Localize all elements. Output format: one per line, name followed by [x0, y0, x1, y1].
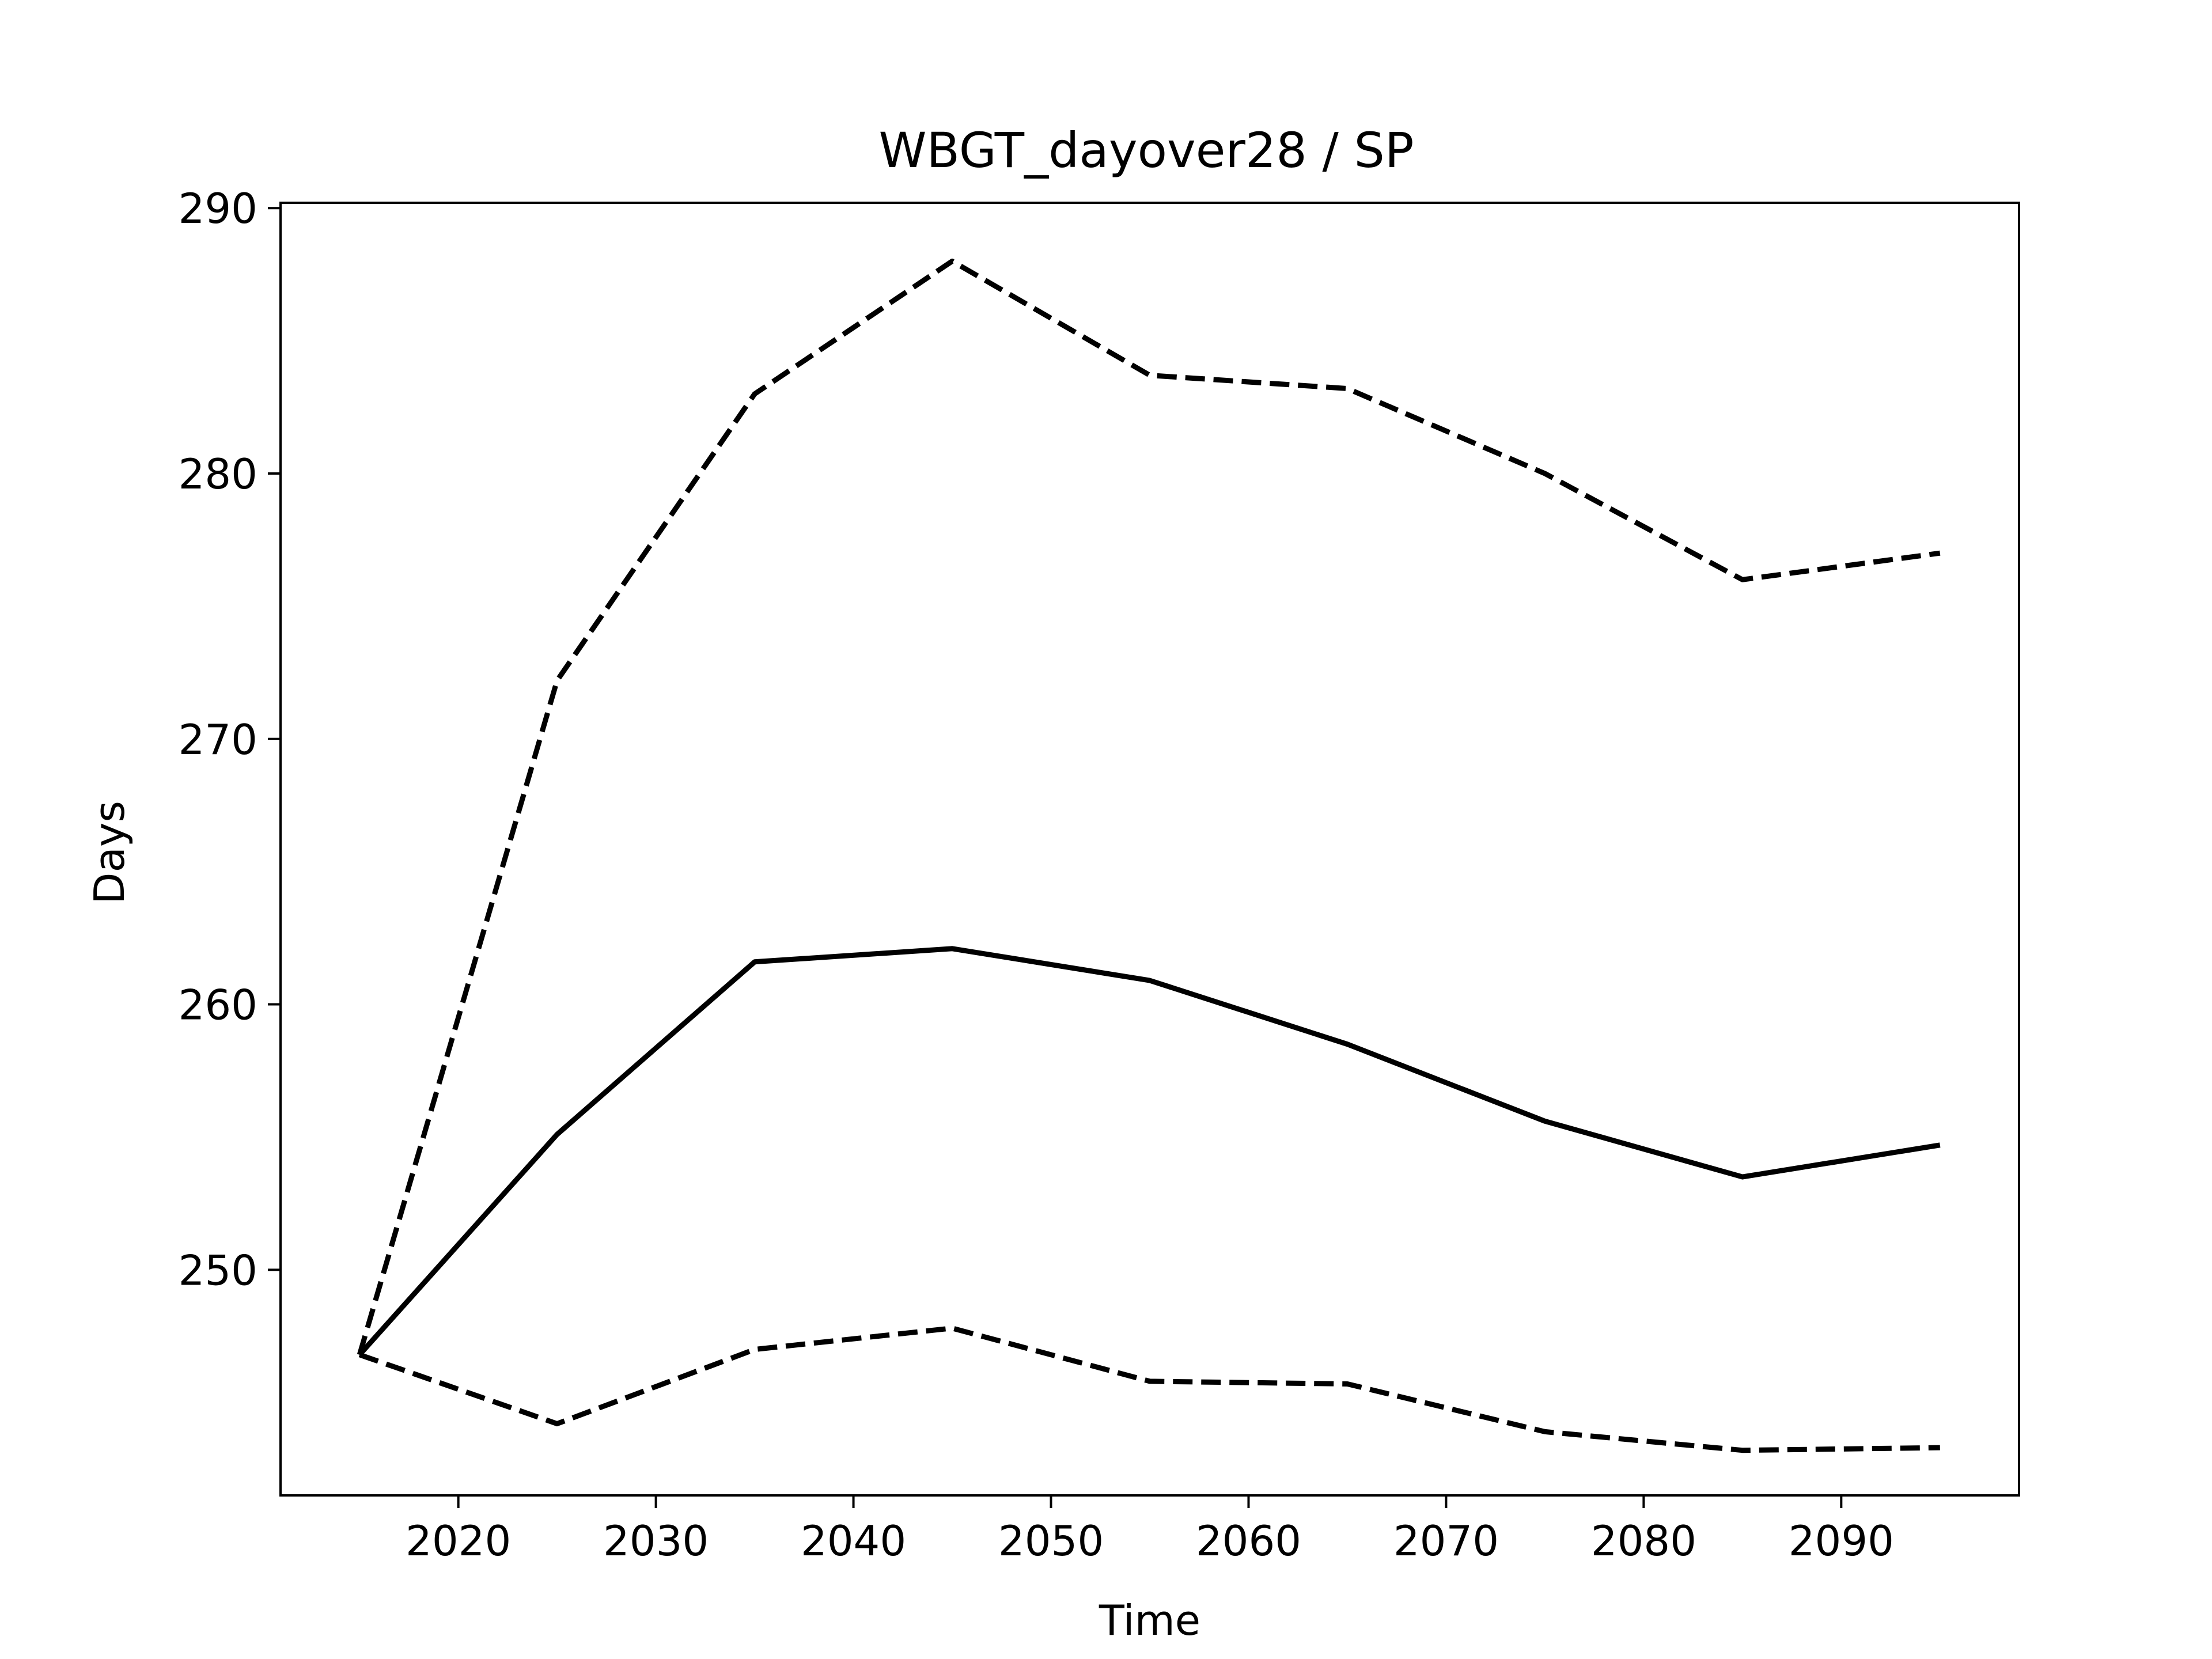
plot-area: [357, 258, 1941, 1453]
x-axis-label: Time: [1099, 1596, 1200, 1645]
y-tick-label: 280: [179, 450, 257, 498]
x-tick-label: 2060: [1196, 1517, 1301, 1565]
x-tick-label: 2090: [1789, 1517, 1894, 1565]
dashed-series-line: [358, 1325, 1940, 1453]
x-tick-label: 2050: [998, 1517, 1104, 1565]
x-tick-label: 2030: [603, 1517, 709, 1565]
axes-frame: [279, 202, 2020, 1497]
y-tick-label: 290: [179, 184, 257, 233]
x-axis: 2020 2030 2040 2050 2060 2070 2080 2090: [406, 1495, 1894, 1565]
x-tick-label: 2020: [406, 1517, 511, 1565]
dashed-series-line: [357, 258, 1941, 1356]
x-tick-label: 2070: [1393, 1517, 1499, 1565]
chart-title: WBGT_dayover28 / SP: [878, 122, 1414, 179]
x-tick-label: 2040: [801, 1517, 906, 1565]
y-axis-label: Days: [85, 801, 134, 904]
x-tick-label: 2080: [1591, 1517, 1696, 1565]
y-axis: 250 260 270 280 290: [179, 184, 281, 1294]
y-tick-label: 260: [179, 981, 257, 1029]
y-tick-label: 270: [179, 715, 257, 764]
y-tick-label: 250: [179, 1246, 257, 1294]
solid-series-line: [357, 946, 1941, 1357]
